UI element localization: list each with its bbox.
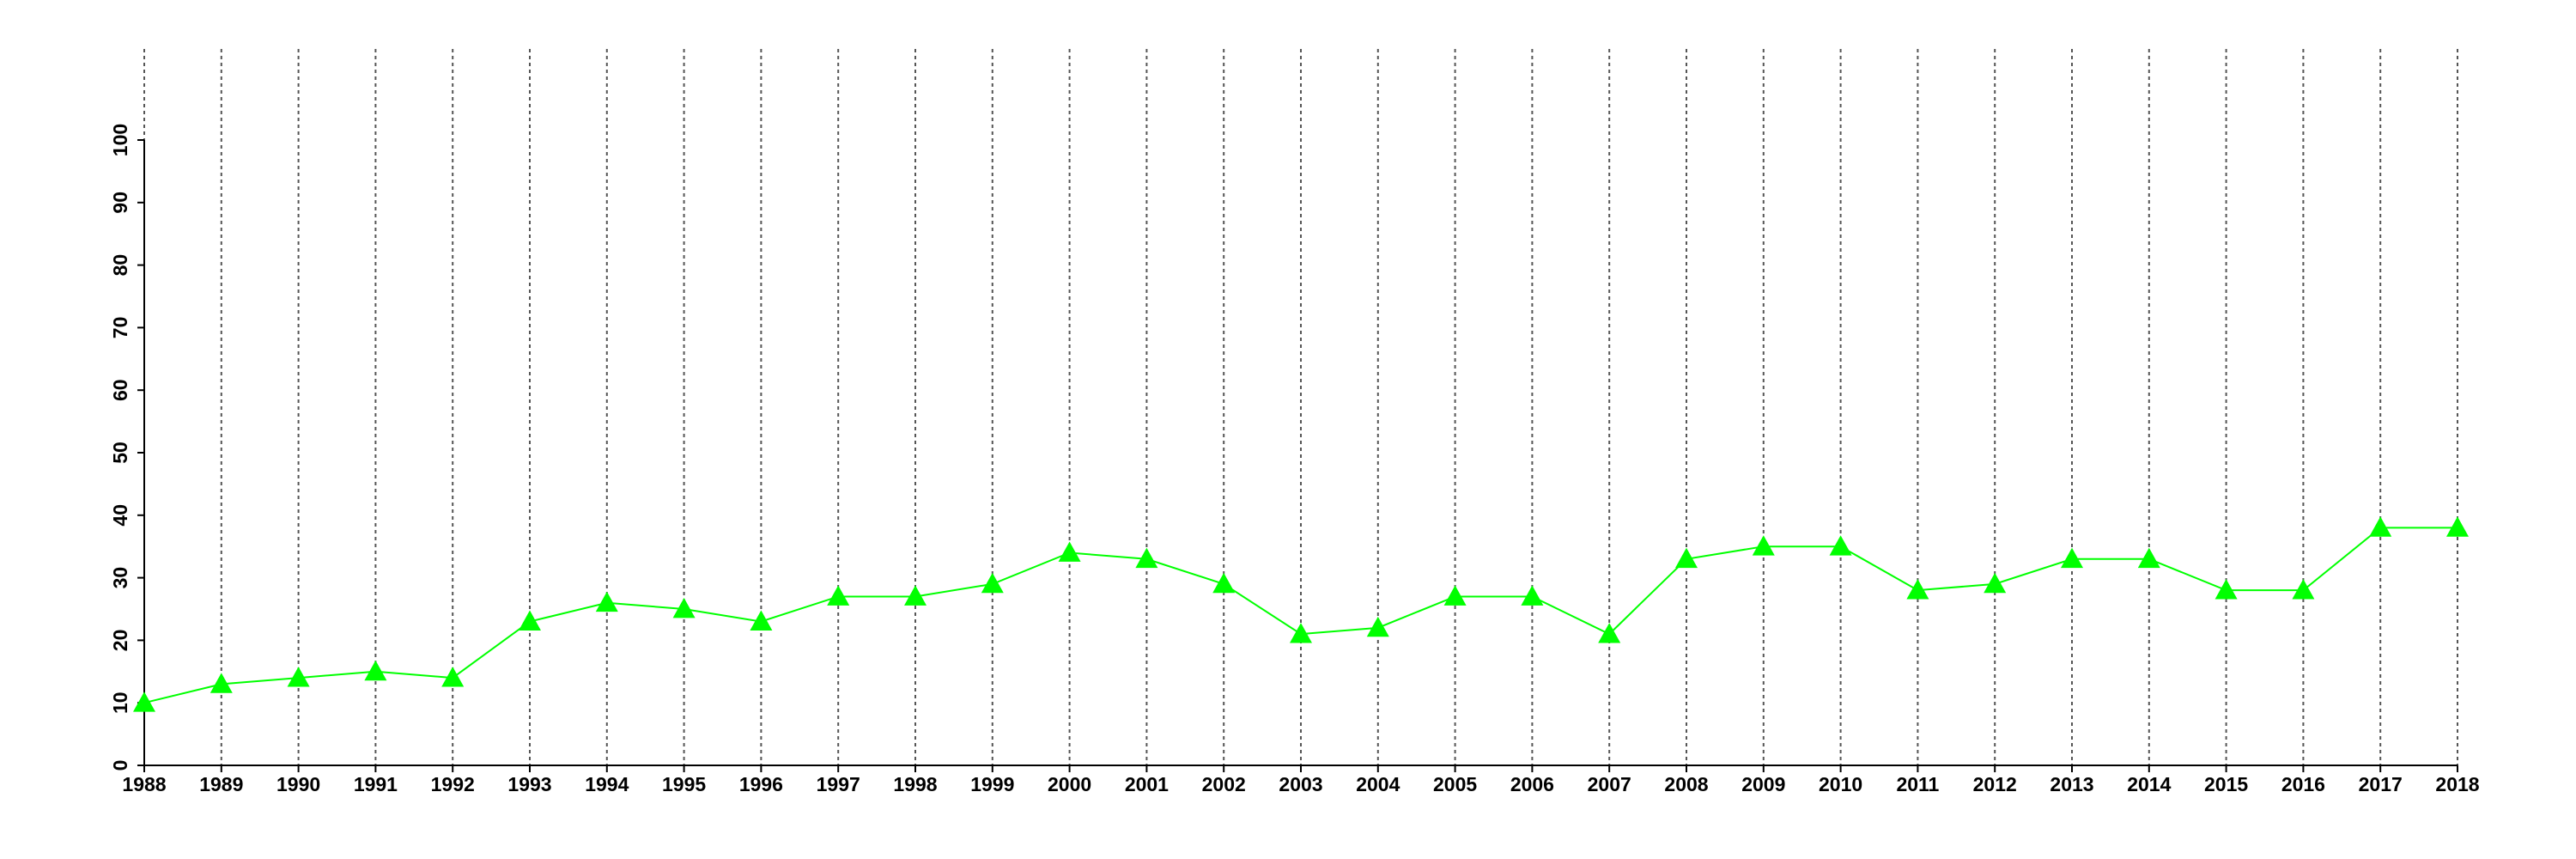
y-tick-label: 100	[109, 124, 131, 156]
data-marker	[1135, 547, 1158, 569]
y-tick-label: 0	[109, 760, 131, 771]
y-tick-label: 30	[109, 567, 131, 589]
y-tick-label: 40	[109, 504, 131, 527]
x-tick-label: 2013	[2050, 773, 2093, 795]
x-tick-label: 2008	[1664, 773, 1708, 795]
data-marker	[1829, 535, 1852, 556]
data-marker	[595, 591, 618, 612]
data-marker	[2446, 516, 2469, 537]
x-tick-label: 1994	[585, 773, 629, 795]
x-tick-label: 1988	[122, 773, 166, 795]
data-marker	[1290, 623, 1312, 643]
x-tick-label: 2000	[1048, 773, 1091, 795]
x-tick-label: 1995	[662, 773, 706, 795]
data-marker	[2061, 547, 2083, 569]
y-tick-label: 50	[109, 442, 131, 464]
data-marker	[364, 660, 387, 681]
x-tick-label: 1998	[893, 773, 937, 795]
x-tick-label: 1989	[199, 773, 243, 795]
x-tick-label: 1997	[817, 773, 860, 795]
x-tick-label: 2009	[1741, 773, 1785, 795]
x-tick-label: 1990	[276, 773, 320, 795]
data-marker	[1212, 572, 1236, 594]
x-tick-label: 1991	[354, 773, 398, 795]
x-tick-label: 2002	[1202, 773, 1246, 795]
data-marker	[1058, 541, 1081, 562]
x-tick-label: 2006	[1510, 773, 1554, 795]
data-marker	[1675, 547, 1698, 569]
y-tick-label: 60	[109, 379, 131, 401]
data-marker	[981, 572, 1004, 594]
x-tick-label: 2014	[2127, 773, 2171, 795]
data-marker	[904, 585, 927, 606]
data-marker	[133, 691, 155, 712]
x-tick-label: 2011	[1896, 773, 1939, 795]
x-tick-label: 2015	[2204, 773, 2248, 795]
data-marker	[1443, 585, 1467, 606]
data-marker	[1906, 579, 1929, 600]
y-tick-label: 80	[109, 254, 131, 277]
x-tick-label: 2007	[1588, 773, 1631, 795]
x-tick-label: 2001	[1125, 773, 1169, 795]
data-marker	[441, 667, 465, 687]
x-tick-label: 1993	[507, 773, 551, 795]
data-marker	[1598, 623, 1621, 643]
x-tick-label: 1996	[739, 773, 783, 795]
x-tick-label: 2010	[1819, 773, 1862, 795]
x-tick-label: 2003	[1279, 773, 1322, 795]
data-marker	[2292, 579, 2315, 600]
data-marker	[2215, 579, 2238, 600]
x-tick-label: 2005	[1433, 773, 1477, 795]
data-marker	[1521, 585, 1544, 606]
y-tick-label: 20	[109, 630, 131, 652]
data-marker	[1984, 572, 2007, 594]
data-marker	[827, 585, 850, 606]
x-tick-label: 2018	[2435, 773, 2479, 795]
data-marker	[2369, 516, 2392, 537]
x-tick-label: 1992	[431, 773, 475, 795]
x-tick-label: 1999	[970, 773, 1014, 795]
y-tick-label: 70	[109, 317, 131, 339]
x-tick-label: 2016	[2281, 773, 2325, 795]
data-marker	[2137, 547, 2160, 569]
data-marker	[672, 598, 696, 618]
data-marker	[750, 610, 773, 631]
x-tick-label: 2012	[1973, 773, 2017, 795]
y-tick-label: 90	[109, 192, 131, 214]
data-marker	[1366, 616, 1389, 637]
data-marker	[210, 673, 233, 693]
data-marker	[287, 667, 310, 687]
data-marker	[519, 610, 541, 631]
data-marker	[1752, 535, 1775, 556]
y-tick-label: 10	[109, 691, 131, 714]
x-tick-label: 2004	[1356, 773, 1400, 795]
x-tick-label: 2017	[2359, 773, 2403, 795]
